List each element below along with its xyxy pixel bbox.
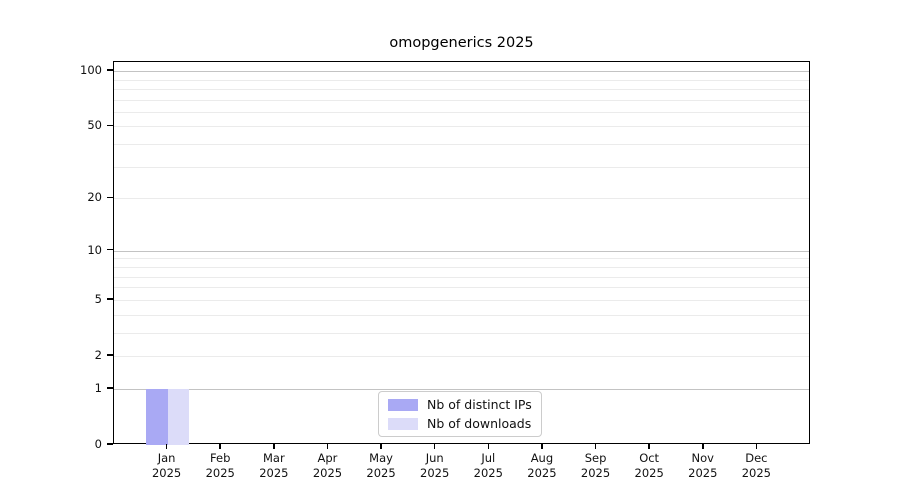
x-tick-label: Aug 2025 (527, 451, 557, 480)
y-tick-label: 0 (94, 437, 102, 451)
x-tick-mark (487, 444, 490, 449)
x-tick-label: Mar 2025 (259, 451, 289, 480)
bar-distinct-ips (146, 388, 168, 445)
x-tick-mark (165, 444, 168, 449)
legend-swatch-downloads (388, 417, 418, 430)
x-tick-label: Jan 2025 (151, 451, 182, 480)
legend-item-distinct-ips: Nb of distinct IPs (388, 397, 532, 412)
x-tick-label: May 2025 (366, 451, 396, 480)
gridline-minor (114, 355, 809, 357)
y-tick-mark (107, 69, 113, 71)
x-tick-mark (541, 444, 543, 449)
gridline-minor (114, 79, 809, 81)
gridline-minor (114, 88, 809, 90)
x-tick-mark (702, 444, 704, 449)
gridline-minor (114, 144, 809, 146)
chart-title: omopgenerics 2025 (389, 35, 534, 51)
plot-area (113, 61, 810, 445)
legend: Nb of distinct IPs Nb of downloads (378, 391, 542, 437)
gridline-minor (114, 99, 809, 101)
x-tick-mark (433, 444, 436, 449)
legend-label-downloads: Nb of downloads (427, 416, 532, 431)
x-tick-mark (594, 444, 597, 449)
gridline-minor (114, 258, 809, 260)
x-tick-mark (755, 444, 758, 449)
gridline-major (114, 250, 809, 252)
x-tick-label: Jun 2025 (420, 451, 450, 480)
x-tick-mark (326, 444, 329, 449)
legend-item-downloads: Nb of downloads (388, 416, 532, 431)
y-tick-mark (107, 354, 113, 356)
x-tick-label: Sep 2025 (580, 451, 611, 480)
x-tick-label: Oct 2025 (634, 451, 664, 480)
gridline-minor (114, 276, 809, 278)
y-tick-mark (107, 248, 113, 251)
x-tick-mark (273, 444, 275, 449)
y-tick-label: 50 (87, 118, 102, 133)
y-tick-label: 5 (94, 291, 102, 306)
gridline-minor (114, 332, 809, 334)
y-tick-label: 2 (94, 347, 102, 362)
y-tick-label: 100 (80, 63, 102, 78)
gridline-minor (114, 287, 809, 289)
y-tick-mark (107, 196, 113, 199)
gridline-minor (114, 299, 809, 301)
x-tick-label: Apr 2025 (312, 451, 343, 480)
gridline-minor (114, 126, 809, 128)
x-tick-label: Jul 2025 (473, 451, 503, 480)
y-tick-label: 20 (87, 190, 102, 205)
x-tick-mark (648, 444, 650, 449)
y-tick-mark (107, 387, 113, 389)
x-tick-mark (380, 444, 382, 449)
gridline-minor (114, 198, 809, 200)
legend-swatch-distinct-ips (388, 398, 418, 411)
y-tick-mark (107, 298, 113, 300)
bar-downloads (167, 388, 190, 445)
gridline-major (114, 388, 809, 390)
gridline-minor (114, 166, 809, 168)
gridline-minor (114, 266, 809, 268)
y-tick-label: 10 (87, 242, 102, 257)
x-tick-label: Nov 2025 (688, 451, 718, 480)
x-tick-label: Dec 2025 (741, 451, 772, 480)
y-tick-mark (107, 443, 113, 445)
gridline-major (114, 71, 809, 73)
x-tick-label: Feb 2025 (205, 451, 235, 480)
legend-label-distinct-ips: Nb of distinct IPs (427, 397, 532, 412)
gridline-minor (114, 314, 809, 316)
y-tick-mark (107, 124, 113, 127)
x-tick-mark (219, 444, 221, 449)
gridline-minor (114, 111, 809, 113)
y-tick-label: 1 (94, 380, 102, 395)
